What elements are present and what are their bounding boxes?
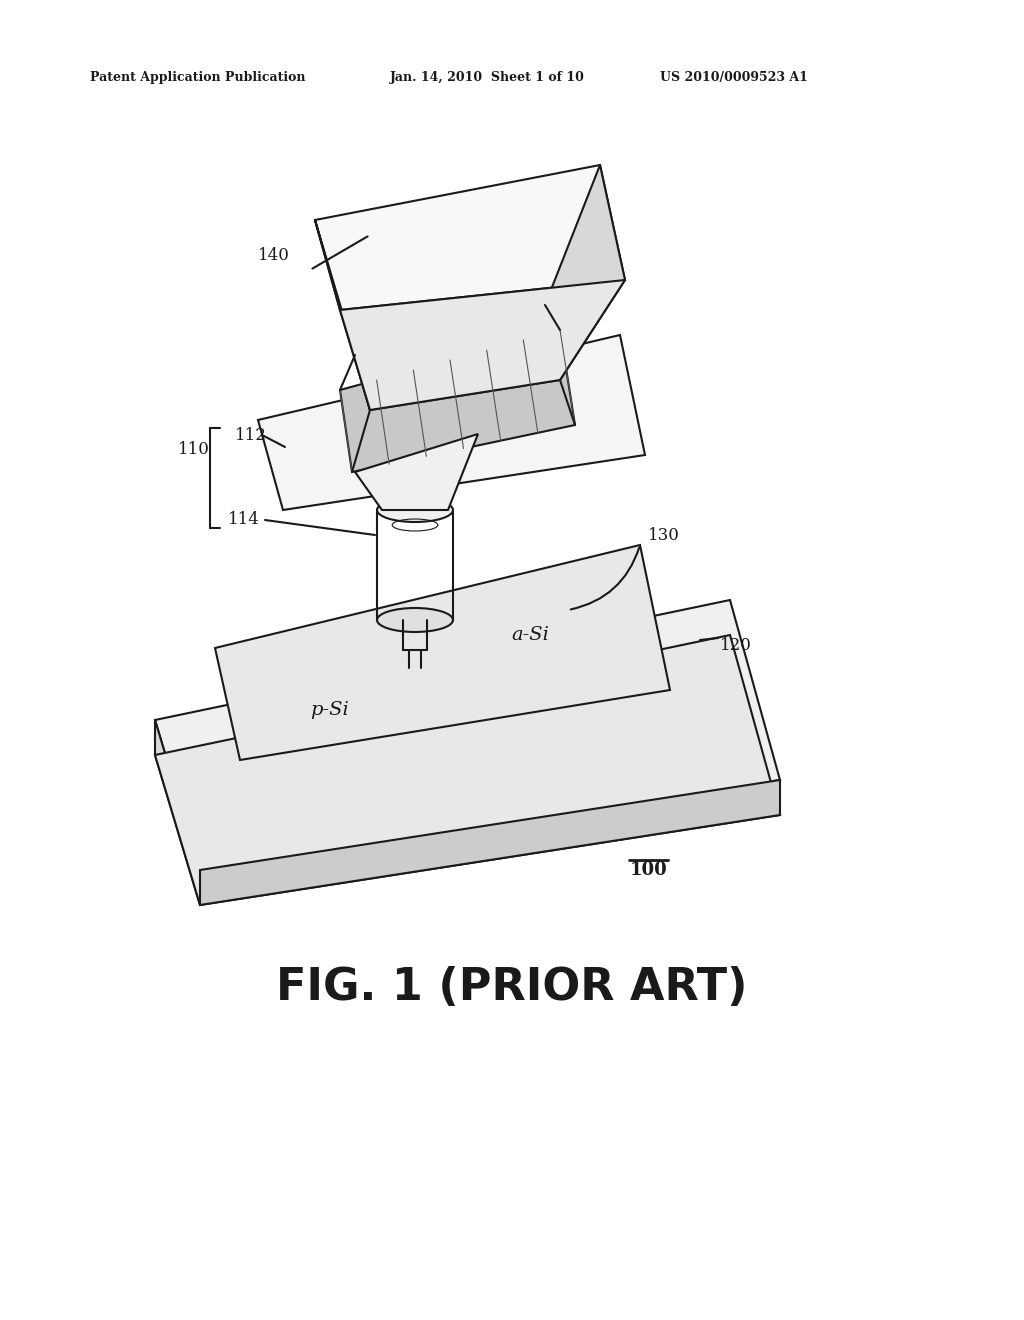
Polygon shape [315,165,625,310]
Polygon shape [200,780,780,906]
Polygon shape [155,635,780,906]
Polygon shape [155,601,780,870]
Text: 112: 112 [234,426,267,444]
Text: 114: 114 [228,511,260,528]
Text: 130: 130 [648,527,680,544]
Text: 110: 110 [178,441,210,458]
Polygon shape [545,165,625,380]
Polygon shape [258,335,645,510]
Polygon shape [315,220,370,411]
Polygon shape [355,305,560,411]
Text: 140: 140 [258,247,290,264]
Text: 100: 100 [630,861,668,879]
Text: p-Si: p-Si [310,701,349,719]
Polygon shape [340,330,575,473]
Text: a-Si: a-Si [511,626,549,644]
Text: Patent Application Publication: Patent Application Publication [90,71,305,84]
Ellipse shape [377,498,453,521]
Polygon shape [340,280,625,411]
Text: FIG. 1 (PRIOR ART): FIG. 1 (PRIOR ART) [276,966,748,1010]
Text: 120: 120 [720,636,752,653]
Ellipse shape [377,609,453,632]
Text: Jan. 14, 2010  Sheet 1 of 10: Jan. 14, 2010 Sheet 1 of 10 [390,71,585,84]
Polygon shape [355,434,478,510]
Text: US 2010/0009523 A1: US 2010/0009523 A1 [660,71,808,84]
Polygon shape [215,545,670,760]
Polygon shape [155,719,200,906]
